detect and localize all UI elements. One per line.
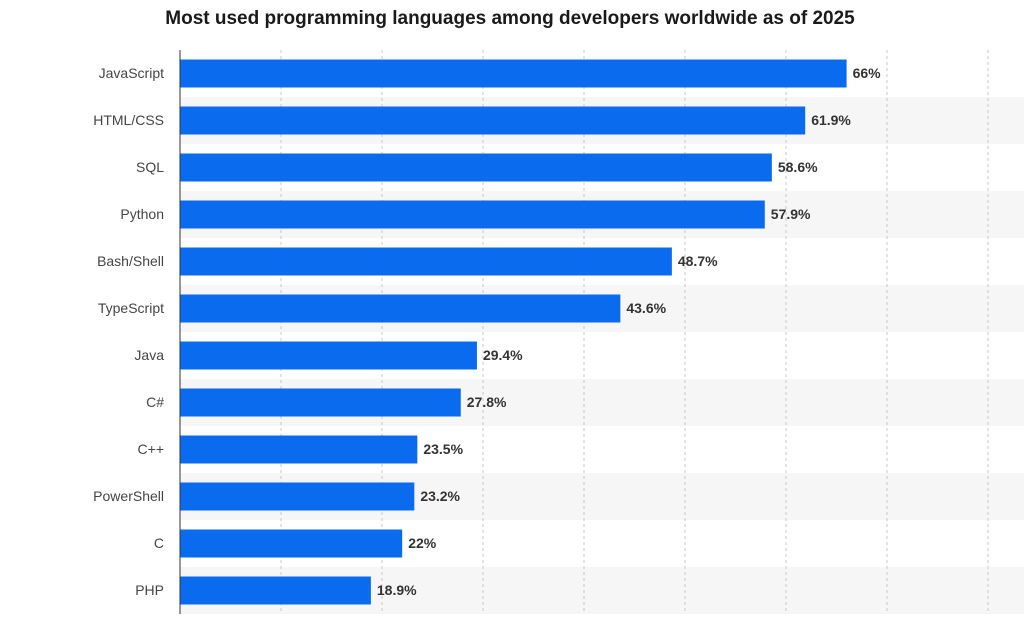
bar <box>180 341 477 370</box>
value-label: 57.9% <box>771 206 811 222</box>
value-label: 27.8% <box>467 394 507 410</box>
bar <box>180 200 765 229</box>
value-label: 23.2% <box>420 488 460 504</box>
value-label: 43.6% <box>626 300 666 316</box>
y-tick-label: PowerShell <box>93 488 164 504</box>
value-label: 22% <box>408 535 437 551</box>
value-label: 66% <box>853 65 882 81</box>
y-tick-label: C# <box>146 394 164 410</box>
value-label: 48.7% <box>678 253 718 269</box>
bar <box>180 388 461 417</box>
bar <box>180 576 371 605</box>
chart-title: Most used programming languages among de… <box>165 8 855 29</box>
y-tick-label: Bash/Shell <box>97 253 164 269</box>
value-label: 61.9% <box>811 112 851 128</box>
y-tick-label: C++ <box>138 441 164 457</box>
value-label: 23.5% <box>423 441 463 457</box>
y-tick-label: PHP <box>135 582 164 598</box>
y-tick-label: JavaScript <box>99 65 164 81</box>
value-label: 29.4% <box>483 347 523 363</box>
bar <box>180 59 847 88</box>
bar <box>180 294 621 323</box>
y-tick-label: C <box>154 535 164 551</box>
bar <box>180 435 418 464</box>
bar <box>180 153 772 182</box>
y-tick-label: Java <box>134 347 164 363</box>
y-tick-label: Python <box>120 206 164 222</box>
bar <box>180 106 806 135</box>
value-label: 18.9% <box>377 582 417 598</box>
y-tick-label: HTML/CSS <box>93 112 164 128</box>
y-tick-label: TypeScript <box>98 300 164 316</box>
bar <box>180 247 672 276</box>
bar <box>180 529 403 558</box>
value-label: 58.6% <box>778 159 818 175</box>
y-tick-label: SQL <box>136 159 164 175</box>
bar <box>180 482 415 511</box>
